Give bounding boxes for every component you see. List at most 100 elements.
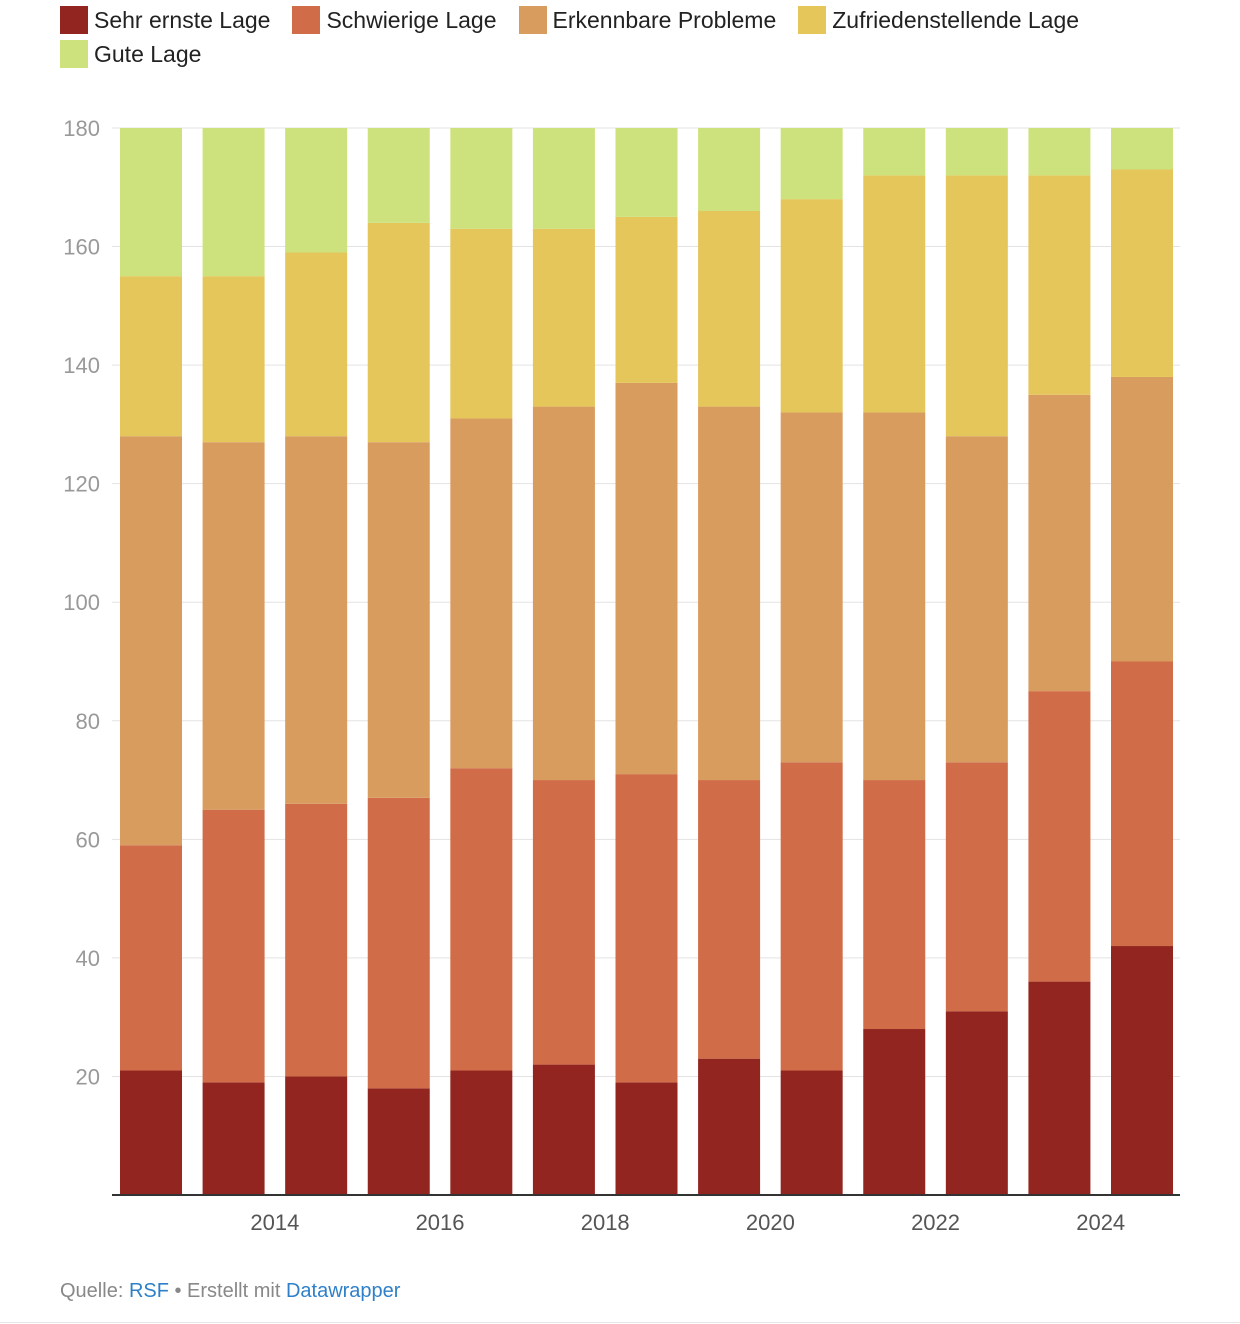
- y-tick-label: 180: [63, 116, 100, 141]
- datawrapper-link[interactable]: Datawrapper: [285, 1280, 401, 1302]
- legend-label: Erkennbare Probleme: [552, 6, 777, 33]
- bar-segment: [945, 175, 1008, 437]
- bar-segment: [1111, 661, 1173, 947]
- bar-segment: [863, 412, 926, 781]
- bar-segment: [202, 809, 265, 1083]
- bar-segment: [202, 1082, 265, 1195]
- bar-segment: [780, 1070, 843, 1195]
- bar-segment: [1028, 128, 1091, 176]
- source-link[interactable]: RSF: [128, 1280, 169, 1302]
- bar-segment: [615, 1082, 678, 1195]
- bar-segment: [202, 128, 265, 277]
- bar-segment: [450, 418, 513, 769]
- bar-segment: [698, 406, 761, 781]
- bar-segment: [120, 1070, 182, 1195]
- bar-segment: [285, 252, 348, 437]
- legend-label: Sehr ernste Lage: [94, 6, 271, 33]
- bar-segment: [780, 412, 843, 763]
- bar-segment: [1111, 376, 1173, 662]
- y-tick-label: 100: [63, 590, 100, 615]
- bar-segment: [615, 128, 678, 217]
- legend-label: Zufriedenstellende Lage: [832, 6, 1080, 33]
- legend-swatch: [60, 6, 88, 34]
- bar-segment: [945, 1011, 1008, 1195]
- x-tick-label: 2016: [416, 1210, 465, 1235]
- legend-swatch: [518, 6, 547, 34]
- x-tick-label: 2020: [746, 1210, 795, 1235]
- y-tick-label: 60: [76, 827, 100, 852]
- bar-segment: [1028, 981, 1091, 1195]
- bar-segment: [698, 1058, 761, 1195]
- bar-segment: [532, 228, 595, 407]
- bar-segment: [1111, 169, 1173, 377]
- bar-segment: [863, 780, 926, 1030]
- legend-item: Erkennbare Probleme: [518, 6, 777, 34]
- source-prefix: Quelle:: [60, 1280, 129, 1302]
- legend-swatch: [798, 6, 827, 34]
- bar-segment: [285, 803, 348, 1077]
- bar-segment: [367, 222, 430, 443]
- bar-segment: [698, 780, 761, 1059]
- bar-segment: [698, 128, 761, 211]
- chart-footer: Quelle: RSF • Erstellt mit Datawrapper: [60, 1280, 400, 1303]
- bar-segment: [120, 436, 182, 846]
- bar-segment: [780, 762, 843, 1071]
- bar-segment: [120, 276, 182, 437]
- bar-segment: [285, 436, 348, 804]
- bar-segment: [1111, 946, 1173, 1195]
- bar-segment: [780, 128, 843, 200]
- bar-segment: [945, 128, 1008, 176]
- bar-segment: [615, 382, 678, 775]
- y-tick-label: 120: [63, 472, 100, 497]
- created-with-text: • Erstellt mit: [168, 1280, 286, 1302]
- bar-segment: [367, 442, 430, 798]
- bar-segment: [863, 175, 926, 413]
- bar-segment: [1028, 175, 1091, 395]
- y-tick-label: 140: [63, 353, 100, 378]
- bar-segment: [532, 1064, 595, 1195]
- legend-item: Schwierige Lage: [292, 6, 497, 34]
- bar-segment: [780, 199, 843, 413]
- chart-legend: Sehr ernste Lage Schwierige Lage Erkennbar…: [60, 6, 1160, 68]
- bar-segment: [450, 1070, 513, 1195]
- bar-segment: [532, 780, 595, 1065]
- bar-segment: [120, 128, 182, 277]
- x-tick-label: 2022: [911, 1210, 960, 1235]
- bar-segment: [698, 210, 761, 407]
- bar-segment: [945, 436, 1008, 763]
- legend-swatch: [292, 6, 321, 34]
- bar-segment: [532, 128, 595, 229]
- bar-segment: [1028, 691, 1091, 982]
- bar-segment: [532, 406, 595, 781]
- stacked-bar-chart: 20 40 60 80 100 120 140 160 180 2014 2016 2018 2020 2…: [63, 116, 1180, 1235]
- bar-segment: [945, 762, 1008, 1012]
- bar-segment: [1111, 128, 1173, 170]
- bar-segment: [1028, 394, 1091, 692]
- bar-segment: [863, 1029, 926, 1195]
- bar-segment: [285, 128, 348, 253]
- x-tick-label: 2024: [1076, 1210, 1125, 1235]
- legend-item: Zufriedenstellende Lage: [798, 6, 1079, 34]
- x-tick-label: 2014: [250, 1210, 299, 1235]
- y-tick-label: 20: [76, 1064, 100, 1089]
- bar-segment: [367, 797, 430, 1089]
- y-tick-label: 40: [76, 946, 100, 971]
- bottom-divider: [0, 1322, 1240, 1323]
- legend-item: Gute Lage: [60, 40, 201, 68]
- bar-segment: [285, 1076, 348, 1195]
- bar-segment: [120, 845, 182, 1071]
- bar-segment: [450, 128, 513, 229]
- bar-segment: [450, 228, 513, 419]
- legend-item: Sehr ernste Lage: [60, 6, 270, 34]
- legend-label: Gute Lage: [94, 40, 202, 67]
- bar-segment: [202, 276, 265, 443]
- legend-swatch: [60, 40, 88, 68]
- x-tick-label: 2018: [581, 1210, 630, 1235]
- bar-segment: [615, 216, 678, 383]
- y-tick-label: 80: [76, 709, 100, 734]
- bar-segment: [615, 774, 678, 1083]
- bar-segment: [863, 128, 926, 176]
- y-tick-label: 160: [63, 235, 100, 260]
- bar-segment: [202, 442, 265, 810]
- bar-segment: [367, 1088, 430, 1195]
